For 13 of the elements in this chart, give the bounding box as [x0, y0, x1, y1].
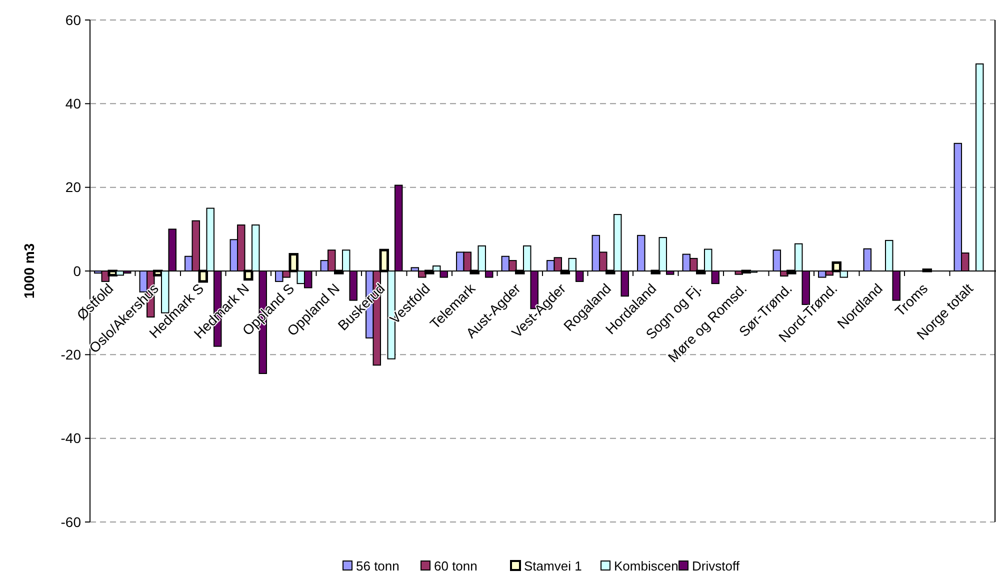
legend-label: Stamvei 1	[524, 558, 582, 574]
y-tick-label: 0	[73, 262, 82, 279]
y-tick-label: 60	[65, 12, 82, 28]
y-tick-label: -20	[60, 346, 82, 363]
legend-label: 60 tonn	[434, 558, 478, 574]
y-tick-label: -40	[60, 430, 82, 446]
y-axis-title: 1000 m3	[21, 243, 37, 299]
y-tick-label: 20	[65, 179, 82, 196]
y-tick-label: 40	[65, 96, 82, 112]
legend-label: Kombiscen	[614, 558, 678, 574]
legend-label: 56 tonn	[356, 558, 400, 574]
legend-label: Drivstoff	[692, 558, 740, 574]
y-tick-label: -60	[60, 514, 82, 530]
